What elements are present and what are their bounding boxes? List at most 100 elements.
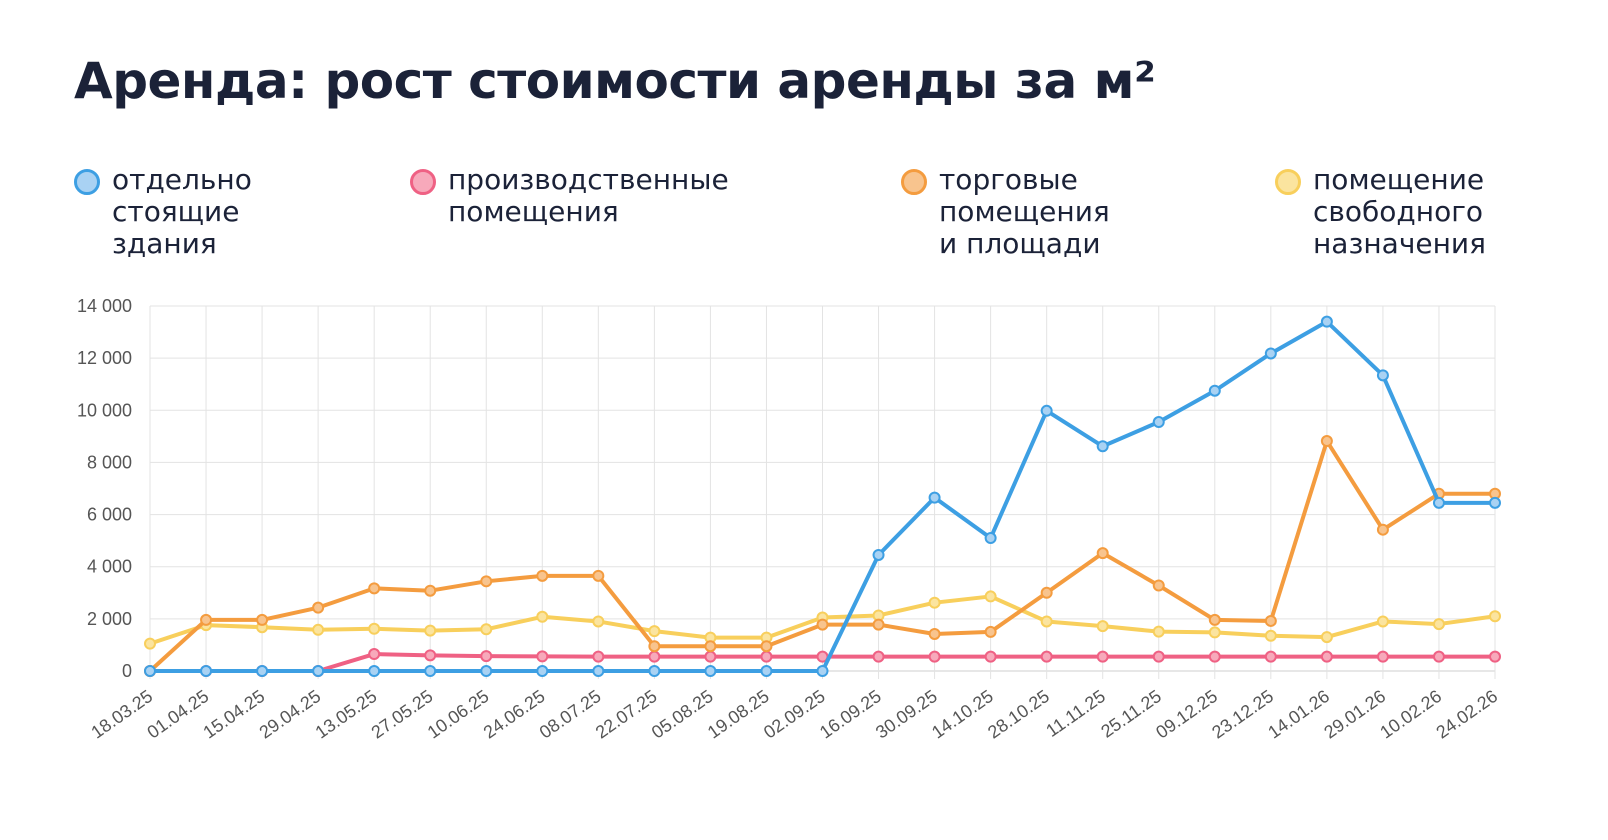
data-point[interactable] xyxy=(1432,496,1445,509)
data-point[interactable] xyxy=(928,596,941,609)
data-point[interactable] xyxy=(480,665,493,677)
y-tick-label: 8 000 xyxy=(87,452,132,472)
data-point[interactable] xyxy=(1040,586,1053,599)
data-point[interactable] xyxy=(1320,315,1333,328)
data-point[interactable] xyxy=(424,649,437,662)
data-point[interactable] xyxy=(1432,650,1445,663)
data-point[interactable] xyxy=(1096,547,1109,560)
data-point[interactable] xyxy=(256,613,269,626)
data-point[interactable] xyxy=(200,665,213,677)
data-point[interactable] xyxy=(1264,614,1277,627)
data-point[interactable] xyxy=(592,569,605,582)
data-point[interactable] xyxy=(368,648,381,661)
data-point[interactable] xyxy=(1040,404,1053,417)
data-point[interactable] xyxy=(760,640,773,653)
data-point[interactable] xyxy=(1208,384,1221,397)
data-point[interactable] xyxy=(872,650,885,663)
data-point[interactable] xyxy=(1152,625,1165,638)
data-point[interactable] xyxy=(648,640,661,653)
data-point[interactable] xyxy=(592,650,605,663)
data-point[interactable] xyxy=(536,665,549,677)
data-point[interactable] xyxy=(592,665,605,677)
legend-item-retail[interactable]: торговые помещения и площади xyxy=(901,164,1110,260)
data-point[interactable] xyxy=(872,618,885,631)
x-tick-label: 30.09.25 xyxy=(872,686,941,743)
data-point[interactable] xyxy=(312,601,325,614)
data-point[interactable] xyxy=(984,650,997,663)
data-point[interactable] xyxy=(872,548,885,561)
data-point[interactable] xyxy=(928,627,941,640)
data-point[interactable] xyxy=(1264,347,1277,360)
data-point[interactable] xyxy=(1152,579,1165,592)
data-point[interactable] xyxy=(424,665,437,677)
legend-item-free-purpose[interactable]: помещение свободного назначения xyxy=(1275,164,1486,260)
data-point[interactable] xyxy=(424,624,437,637)
data-point[interactable] xyxy=(1264,629,1277,642)
data-point[interactable] xyxy=(312,665,325,677)
data-point[interactable] xyxy=(648,650,661,663)
data-point[interactable] xyxy=(1432,618,1445,631)
x-tick-label: 29.04.25 xyxy=(256,686,325,743)
data-point[interactable] xyxy=(480,623,493,636)
data-point[interactable] xyxy=(1208,626,1221,639)
data-point[interactable] xyxy=(1152,650,1165,663)
data-point[interactable] xyxy=(928,650,941,663)
data-point[interactable] xyxy=(984,532,997,545)
data-point[interactable] xyxy=(312,623,325,636)
data-point[interactable] xyxy=(1376,523,1389,536)
data-point[interactable] xyxy=(1208,650,1221,663)
data-point[interactable] xyxy=(816,665,829,677)
legend-marker-icon xyxy=(74,169,100,195)
data-point[interactable] xyxy=(424,584,437,597)
data-point[interactable] xyxy=(648,625,661,638)
data-point[interactable] xyxy=(984,590,997,603)
data-point[interactable] xyxy=(760,650,773,663)
data-point[interactable] xyxy=(1264,650,1277,663)
legend-label: отдельно стоящие здания xyxy=(112,163,252,260)
data-point[interactable] xyxy=(1096,440,1109,453)
legend-item-standalone-buildings[interactable]: отдельно стоящие здания xyxy=(74,164,252,260)
data-point[interactable] xyxy=(1489,650,1501,663)
data-point[interactable] xyxy=(648,665,661,677)
data-point[interactable] xyxy=(480,650,493,663)
x-tick-label: 19.08.25 xyxy=(704,686,773,743)
data-point[interactable] xyxy=(704,640,717,653)
data-point[interactable] xyxy=(368,582,381,595)
data-point[interactable] xyxy=(536,650,549,663)
data-point[interactable] xyxy=(256,665,269,677)
data-point[interactable] xyxy=(1320,631,1333,644)
data-point[interactable] xyxy=(1376,615,1389,628)
data-point[interactable] xyxy=(1096,620,1109,633)
data-point[interactable] xyxy=(928,491,941,504)
data-point[interactable] xyxy=(1376,650,1389,663)
data-point[interactable] xyxy=(200,613,213,626)
data-point[interactable] xyxy=(704,665,717,677)
data-point[interactable] xyxy=(1376,369,1389,382)
data-point[interactable] xyxy=(984,625,997,638)
data-point[interactable] xyxy=(1040,615,1053,628)
data-point[interactable] xyxy=(704,650,717,663)
data-point[interactable] xyxy=(1040,650,1053,663)
data-point[interactable] xyxy=(592,615,605,628)
x-tick-label: 14.10.25 xyxy=(928,686,997,743)
data-point[interactable] xyxy=(1320,650,1333,663)
data-point[interactable] xyxy=(1320,435,1333,448)
data-point[interactable] xyxy=(480,575,493,588)
data-point[interactable] xyxy=(760,665,773,677)
data-point[interactable] xyxy=(1489,496,1501,509)
data-point[interactable] xyxy=(368,622,381,635)
data-point[interactable] xyxy=(536,610,549,623)
data-point[interactable] xyxy=(1096,650,1109,663)
y-tick-label: 6 000 xyxy=(87,505,132,525)
data-point[interactable] xyxy=(144,637,156,650)
data-point[interactable] xyxy=(816,618,829,631)
data-point[interactable] xyxy=(144,665,156,677)
legend-item-industrial[interactable]: производственные помещения xyxy=(410,164,729,228)
legend-marker-icon xyxy=(410,169,436,195)
data-point[interactable] xyxy=(1152,416,1165,429)
data-point[interactable] xyxy=(368,665,381,677)
data-point[interactable] xyxy=(1489,610,1501,623)
x-tick-label: 14.01.26 xyxy=(1264,686,1333,743)
data-point[interactable] xyxy=(1208,613,1221,626)
data-point[interactable] xyxy=(536,569,549,582)
